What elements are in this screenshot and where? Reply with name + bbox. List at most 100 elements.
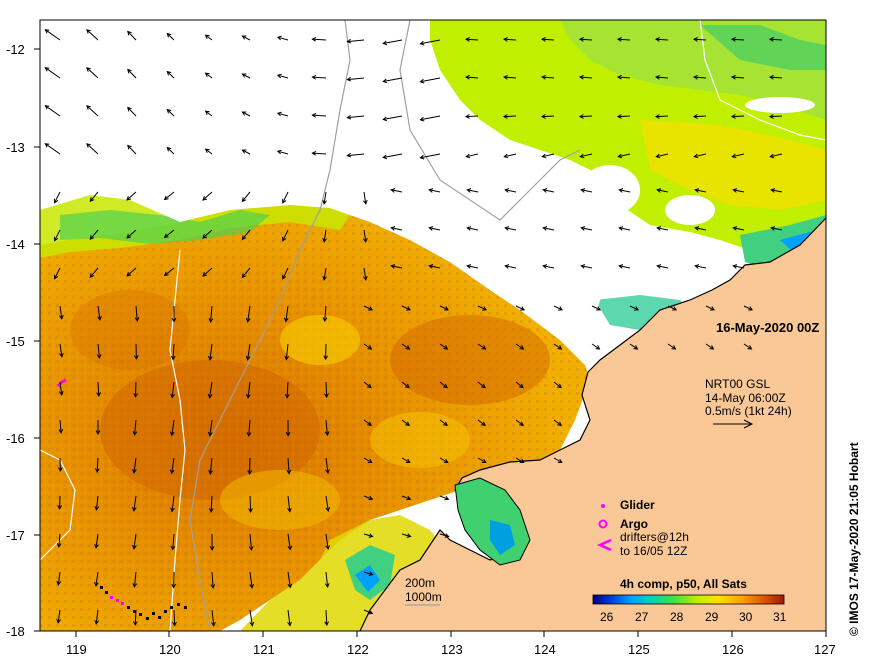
current-arrow (693, 115, 707, 118)
drifters-legend-label: drifters@12h (620, 530, 689, 544)
current-arrowhead (519, 383, 524, 389)
current-arrowhead (44, 143, 50, 148)
current-arrow (553, 419, 562, 426)
current-arrow (135, 381, 137, 397)
current-arrow (515, 305, 525, 311)
current-arrow (96, 457, 99, 473)
current-arrow (242, 191, 251, 202)
current-arrowhead (694, 188, 700, 193)
current-arrow (172, 343, 175, 360)
current-arrow (655, 76, 669, 79)
y-tick-label: -12 (6, 42, 25, 57)
current-arrow (363, 381, 372, 388)
current-arrowhead (730, 37, 736, 42)
current-arrow (242, 73, 251, 79)
current-arrow (553, 305, 563, 311)
current-arrowhead (127, 144, 132, 150)
current-arrow (171, 457, 175, 474)
current-arrowhead (249, 621, 255, 627)
current-arrow (287, 533, 291, 550)
current-arrow (133, 495, 137, 511)
current-arrowhead (540, 74, 546, 80)
current-arrow (242, 149, 251, 155)
current-arrow (580, 153, 593, 158)
current-arrowhead (202, 272, 208, 277)
current-arrow (211, 571, 214, 588)
current-arrowhead (768, 74, 774, 80)
current-arrowhead (382, 40, 388, 46)
current-arrowhead (54, 236, 59, 242)
current-arrow (325, 609, 328, 626)
current-arrowhead (428, 226, 434, 231)
current-arrowhead (169, 431, 175, 437)
current-arrowhead (655, 153, 661, 159)
current-arrow (325, 571, 329, 588)
current-arrowhead (202, 196, 208, 201)
current-arrowhead (428, 264, 434, 269)
x-tick-label: 126 (722, 642, 744, 657)
current-arrowhead (390, 188, 396, 193)
current-info: NRT00 GSL 14-May 06:00Z 0.5m/s (1kt 24h) (705, 377, 792, 429)
current-arrow (133, 571, 137, 587)
current-arrow (57, 609, 61, 623)
current-arrow (657, 265, 669, 269)
current-arrowhead (322, 199, 327, 205)
current-arrowhead (132, 468, 137, 474)
current-arrow (277, 112, 289, 117)
current-arrow (248, 419, 251, 436)
current-arrowhead (558, 306, 564, 311)
current-arrowhead (247, 470, 253, 476)
current-arrowhead (322, 275, 327, 281)
current-arrowhead (248, 546, 254, 551)
current-arrowhead (170, 393, 175, 399)
argo-legend-label: Argo (620, 517, 648, 531)
current-arrow (477, 381, 486, 388)
current-arrow (134, 419, 137, 435)
current-arrowhead (126, 196, 132, 201)
current-arrowhead (96, 354, 102, 360)
current-arrow (95, 495, 99, 510)
current-arrow (347, 39, 365, 43)
current-arrow (97, 343, 100, 359)
x-tick-label: 122 (347, 642, 369, 657)
current-arrowhead (286, 469, 292, 475)
current-arrow (543, 265, 555, 269)
current-arrowhead (672, 306, 678, 311)
current-arrowhead (580, 226, 586, 231)
current-arrowhead (282, 198, 287, 204)
current-arrow (657, 189, 669, 193)
current-arrow (705, 305, 715, 311)
current-arrowhead (419, 40, 425, 46)
current-arrow (166, 71, 175, 79)
current-arrow (383, 153, 403, 158)
current-arrow (211, 609, 215, 626)
current-arrow (205, 110, 213, 117)
current-arrowhead (208, 469, 214, 475)
current-arrowhead (287, 507, 292, 513)
current-arrowhead (311, 36, 317, 42)
current-arrow (429, 189, 441, 193)
current-arrow (171, 419, 175, 436)
current-arrowhead (97, 316, 102, 321)
current-arrowhead (578, 114, 584, 119)
current-arrow (286, 381, 289, 398)
current-arrowhead (132, 621, 138, 626)
current-arrowhead (368, 610, 374, 615)
current-arrowhead (210, 584, 216, 589)
current-arrowhead (132, 583, 138, 588)
current-arrowhead (444, 306, 450, 311)
current-arrowhead (166, 146, 172, 152)
current-arrow (656, 153, 669, 158)
current-arrowhead (519, 421, 525, 427)
current-arrowhead (504, 188, 510, 193)
current-arrowhead (86, 105, 91, 110)
current-arrow (579, 76, 593, 79)
current-arrowhead (768, 37, 774, 42)
current-arrow (59, 419, 62, 433)
current-arrowhead (557, 345, 563, 350)
current-arrowhead (502, 74, 508, 80)
current-arrowhead (709, 345, 715, 350)
y-tick-label: -13 (6, 140, 25, 155)
colorbar-tick: 28 (670, 610, 684, 624)
current-arrow (312, 76, 327, 79)
